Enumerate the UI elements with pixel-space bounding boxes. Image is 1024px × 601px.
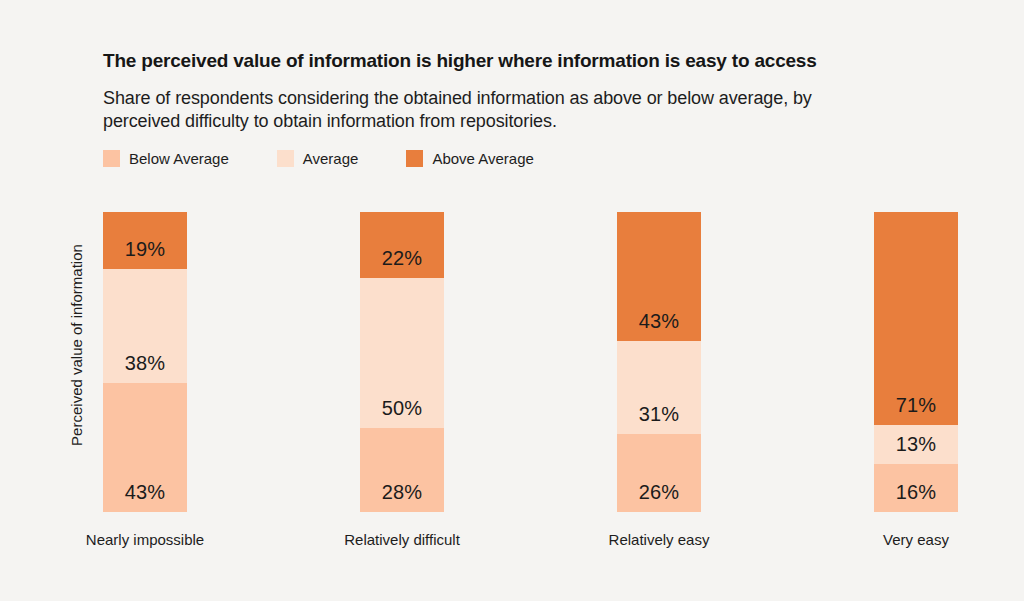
legend-label: Below Average <box>129 150 229 167</box>
x-axis-label-cell: Relatively easy <box>617 531 701 548</box>
x-axis-label-cell: Very easy <box>874 531 958 548</box>
bar-relatively-difficult: 22% 50% 28% <box>360 212 444 512</box>
x-axis-label-cell: Nearly impossible <box>103 531 187 548</box>
legend-swatch-icon <box>103 150 120 167</box>
legend-swatch-icon <box>277 150 294 167</box>
bar-nearly-impossible: 19% 38% 43% <box>103 212 187 512</box>
chart-subtitle: Share of respondents considering the obt… <box>103 87 848 133</box>
segment-value-label: 13% <box>896 433 937 464</box>
bar-segment-below-average: 43% <box>103 383 187 512</box>
y-axis-label: Perceived value of information <box>68 244 85 446</box>
bar-segment-average: 38% <box>103 269 187 383</box>
segment-value-label: 38% <box>125 352 166 383</box>
segment-value-label: 16% <box>896 481 937 512</box>
legend-item-above-average: Above Average <box>406 150 533 167</box>
segment-value-label: 43% <box>125 481 166 512</box>
legend-swatch-icon <box>406 150 423 167</box>
bar-segment-above-average: 22% <box>360 212 444 278</box>
x-axis-label: Nearly impossible <box>86 531 204 548</box>
legend-label: Average <box>303 150 359 167</box>
bar-segment-above-average: 71% <box>874 212 958 425</box>
bar-segment-above-average: 43% <box>617 212 701 341</box>
segment-value-label: 71% <box>896 394 937 425</box>
bar-relatively-easy: 43% 31% 26% <box>617 212 701 512</box>
bar-segment-average: 13% <box>874 425 958 464</box>
bar-very-easy: 71% 13% 16% <box>874 212 958 512</box>
segment-value-label: 22% <box>382 247 423 278</box>
bar-segment-below-average: 16% <box>874 464 958 512</box>
segment-value-label: 43% <box>639 310 680 341</box>
bar-segment-below-average: 28% <box>360 428 444 512</box>
bar-segment-above-average: 19% <box>103 212 187 269</box>
bar-segment-below-average: 26% <box>617 434 701 512</box>
legend-label: Above Average <box>432 150 533 167</box>
segment-value-label: 26% <box>639 481 680 512</box>
x-axis-label-cell: Relatively difficult <box>360 531 444 548</box>
segment-value-label: 50% <box>382 397 423 428</box>
segment-value-label: 31% <box>639 403 680 434</box>
x-axis-label: Very easy <box>883 531 949 548</box>
x-axis-label: Relatively difficult <box>344 531 460 548</box>
x-axis-labels-row: Nearly impossible Relatively difficult Rel… <box>103 531 958 548</box>
x-axis-label: Relatively easy <box>609 531 710 548</box>
segment-value-label: 28% <box>382 481 423 512</box>
chart-page: The perceived value of information is hi… <box>0 0 1024 601</box>
legend-item-below-average: Below Average <box>103 150 229 167</box>
bars-row: 19% 38% 43% 22% 50% 28% 43% 31% 26% 71% 13% 16% <box>103 212 958 512</box>
segment-value-label: 19% <box>125 238 166 269</box>
bar-segment-average: 50% <box>360 278 444 428</box>
legend-item-average: Average <box>277 150 359 167</box>
bar-segment-average: 31% <box>617 341 701 434</box>
chart-title: The perceived value of information is hi… <box>103 50 817 72</box>
legend: Below Average Average Above Average <box>103 150 534 167</box>
